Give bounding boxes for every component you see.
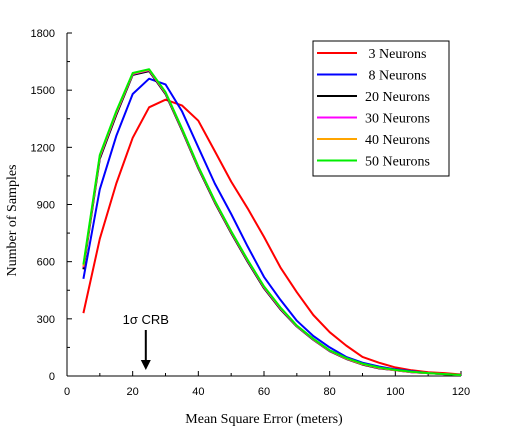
legend-box	[312, 40, 450, 177]
legend: 3 Neurons 8 Neurons 20 Neurons 30 Neurons 4…	[312, 40, 450, 177]
y-tick-label: 300	[37, 314, 55, 326]
series-line-50-neurons	[82, 68, 462, 376]
x-axis-title: Mean Square Error (meters)	[185, 412, 343, 427]
series-line-3-neurons	[82, 98, 462, 376]
y-axis-title: Number of Samples	[5, 165, 20, 277]
x-tick-label: 120	[452, 386, 470, 398]
annotation-arrow-head	[140, 360, 151, 370]
x-tick-label: 80	[324, 386, 336, 398]
y-tick-label: 1800	[31, 28, 55, 40]
x-tick-label: 20	[127, 386, 139, 398]
annotation-layer: 1σ CRB	[123, 312, 169, 370]
x-tick-label: 0	[64, 386, 70, 398]
legend-entry: 30 Neurons	[365, 112, 430, 127]
legend-entry: 3 Neurons	[365, 47, 426, 62]
legend-entry: 40 Neurons	[365, 133, 430, 148]
y-tick-label: 0	[49, 371, 55, 383]
x-tick-label: 60	[258, 386, 270, 398]
x-tick-label: 100	[386, 386, 404, 398]
y-tick-label: 600	[37, 257, 55, 269]
legend-entry: 8 Neurons	[365, 69, 426, 84]
annotation-label: 1σ CRB	[123, 312, 169, 327]
y-tick-label: 1200	[31, 142, 55, 154]
legend-entry: 50 Neurons	[365, 155, 430, 170]
y-tick-label: 900	[37, 200, 55, 212]
y-tick-label: 1500	[31, 85, 55, 97]
series-layer	[82, 68, 462, 376]
axes: 0 20 40 60 80 100 1200300600900120015001800Mea…	[5, 28, 470, 427]
legend-entry: 20 Neurons	[365, 90, 430, 105]
x-tick-label: 40	[192, 386, 204, 398]
